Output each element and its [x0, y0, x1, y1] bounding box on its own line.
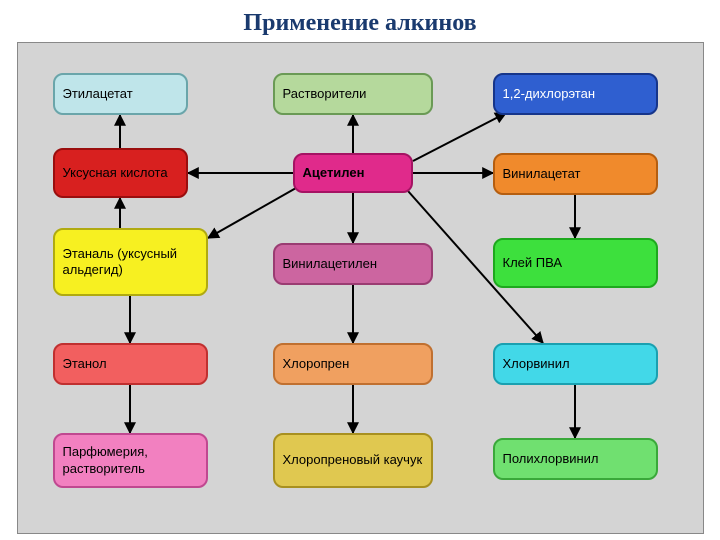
node-polychlor: Полихлорвинил	[493, 438, 658, 480]
node-chloroprene: Хлоропрен	[273, 343, 433, 385]
node-acetylene: Ацетилен	[293, 153, 413, 193]
node-ethanal: Этаналь (уксусный альдегид)	[53, 228, 208, 296]
node-etilacetate: Этилацетат	[53, 73, 188, 115]
node-vinylacetate: Винилацетат	[493, 153, 658, 195]
node-chlorovinyl: Хлорвинил	[493, 343, 658, 385]
node-vinylacetylene: Винилацетилен	[273, 243, 433, 285]
node-acetic: Уксусная кислота	[53, 148, 188, 198]
edge-acetylene-ethanal	[208, 188, 296, 238]
diagram-canvas: Этилацетат Растворители 1,2-дихлорэтан Уксу…	[17, 42, 704, 534]
node-ethanol: Этанол	[53, 343, 208, 385]
node-pva: Клей ПВА	[493, 238, 658, 288]
node-solvents: Растворители	[273, 73, 433, 115]
page-title: Применение алкинов	[0, 0, 720, 42]
node-perfume: Парфюмерия, растворитель	[53, 433, 208, 488]
node-rubber: Хлоропреновый каучук	[273, 433, 433, 488]
edge-acetylene-dichloroethane	[413, 113, 506, 161]
node-dichloroethane: 1,2-дихлорэтан	[493, 73, 658, 115]
